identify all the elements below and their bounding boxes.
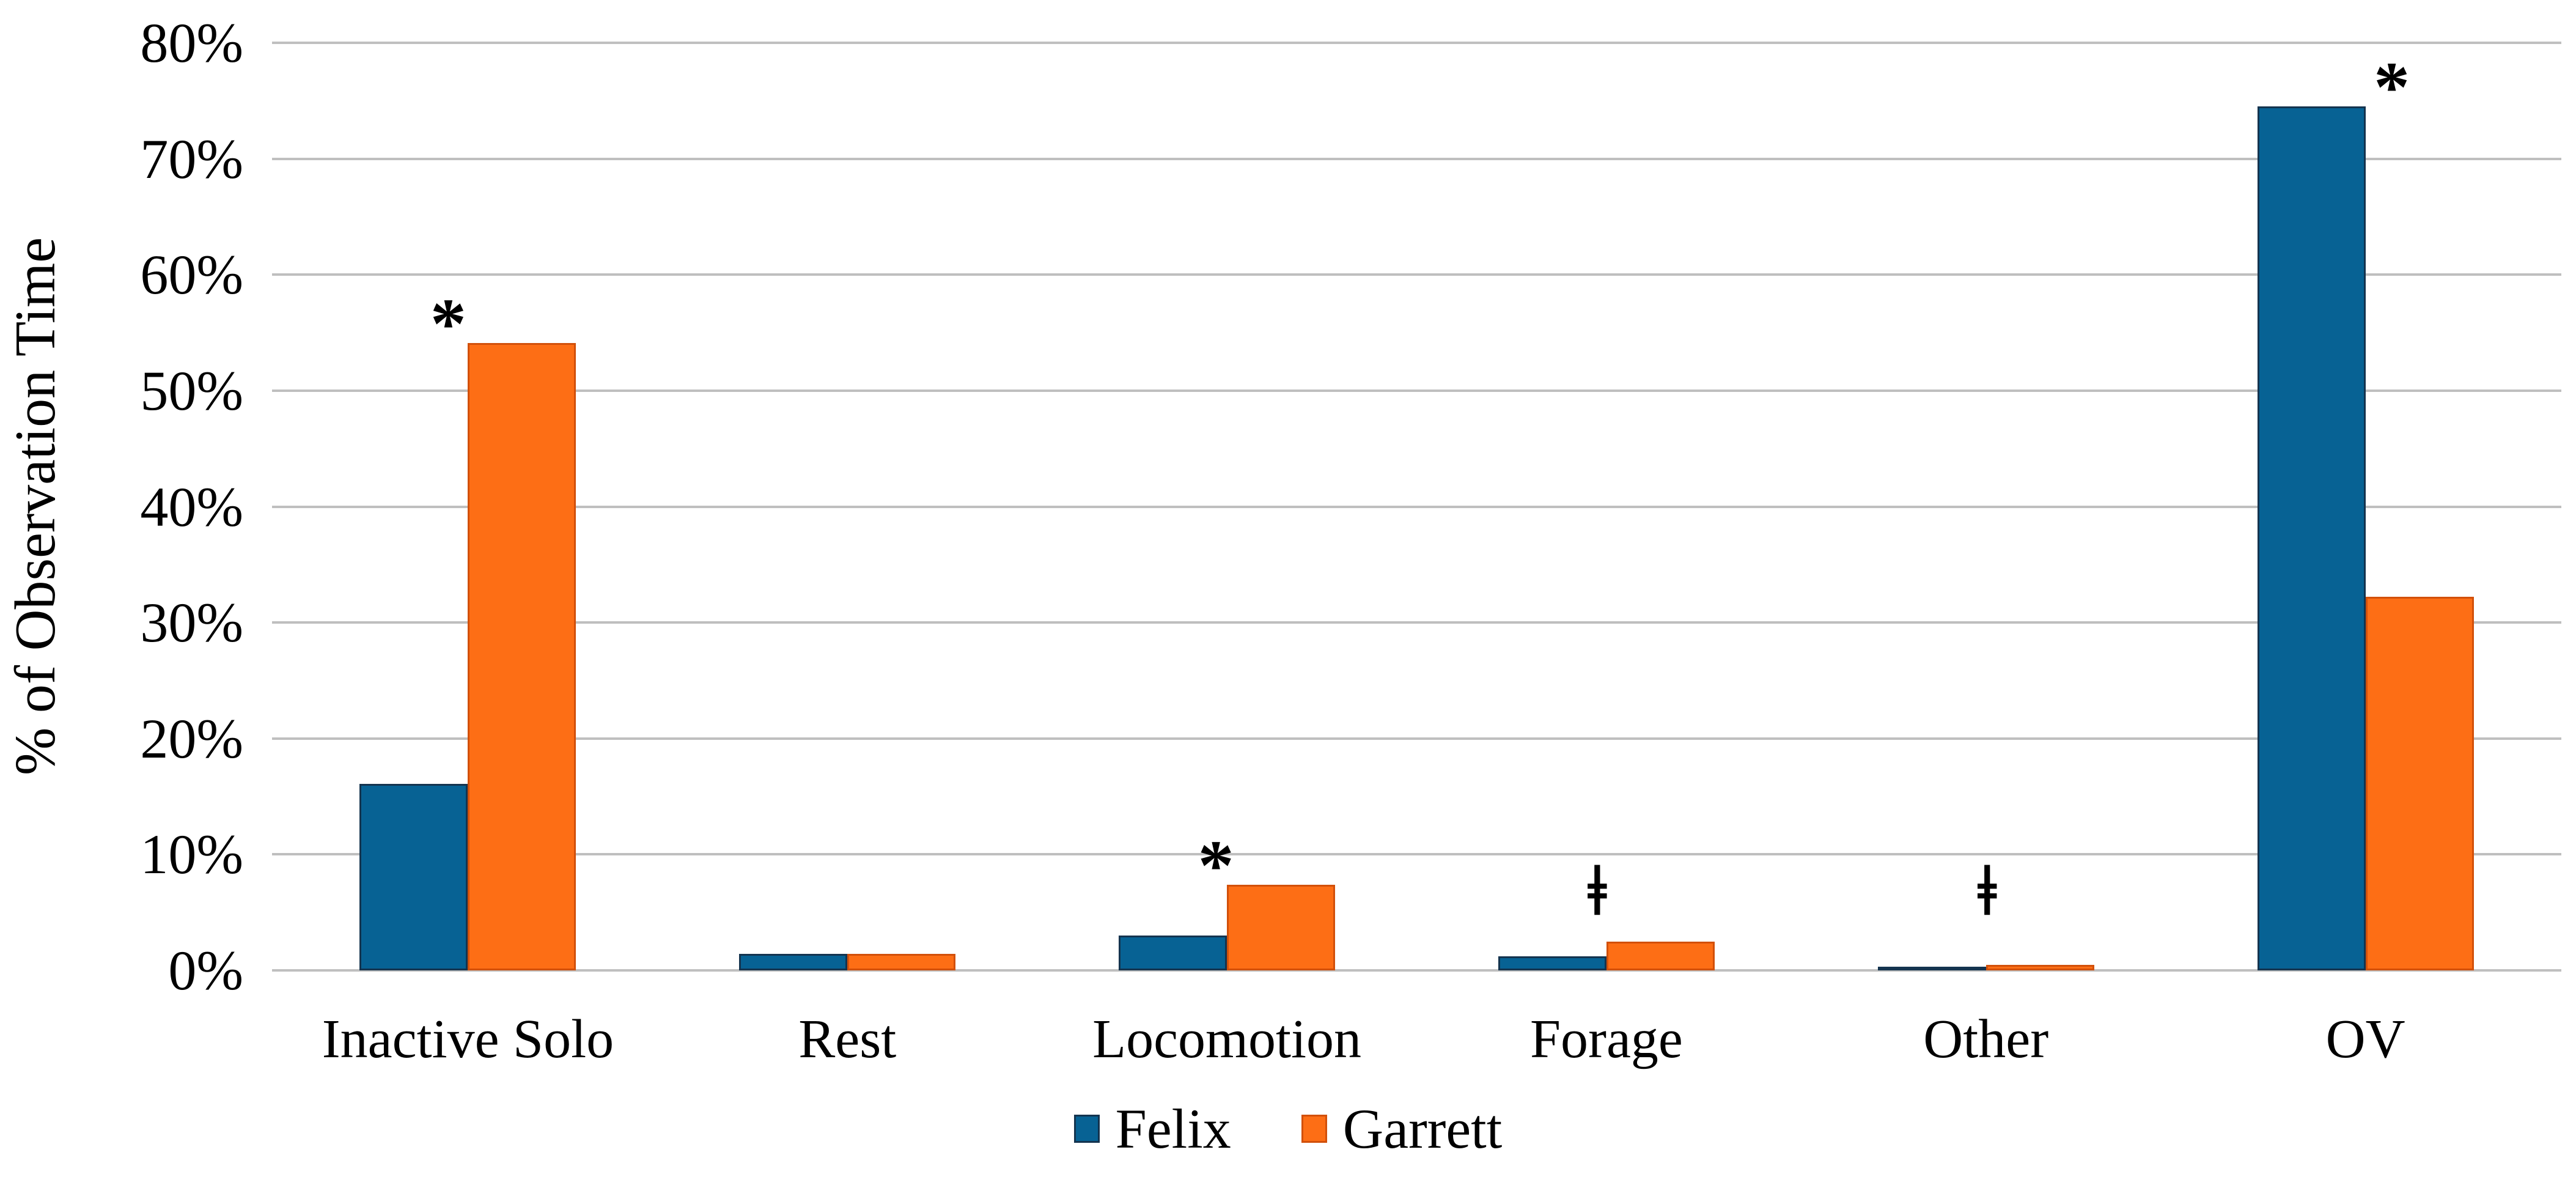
legend-item-garrett: Garrett — [1301, 1098, 1503, 1160]
gridline-30 — [272, 621, 2561, 624]
gridline-60 — [272, 273, 2561, 276]
annotation-locomotion: * — [1198, 825, 1234, 906]
gridline-20 — [272, 737, 2561, 740]
bar-garrett-rest — [847, 954, 956, 970]
bar-felix-rest — [739, 954, 848, 970]
legend-swatch-garrett — [1301, 1115, 1327, 1143]
y-tick-label-50: 50% — [140, 359, 243, 422]
gridline-70 — [272, 157, 2561, 160]
legend: Felix Garrett — [0, 1098, 2576, 1159]
y-tick-label-80: 80% — [140, 12, 243, 74]
y-tick-label-40: 40% — [140, 475, 243, 538]
x-category-label-forage: Forage — [1529, 1009, 1683, 1069]
bar-felix-other — [1877, 967, 1986, 971]
bar-felix-forage — [1498, 956, 1606, 970]
x-category-label-inactive-solo: Inactive Solo — [322, 1009, 614, 1069]
bar-garrett-locomotion — [1227, 884, 1336, 970]
x-category-label-ov: OV — [2325, 1009, 2405, 1069]
x-category-label-locomotion: Locomotion — [1092, 1009, 1362, 1069]
annotation-inactive-solo: * — [430, 284, 466, 364]
gridline-80 — [272, 42, 2561, 44]
x-category-label-other: Other — [1923, 1009, 2049, 1069]
legend-item-felix: Felix — [1073, 1098, 1231, 1160]
legend-label-garrett: Garrett — [1342, 1098, 1503, 1160]
bar-garrett-other — [1985, 964, 2094, 970]
y-tick-label-20: 20% — [140, 707, 243, 770]
gridline-10 — [272, 853, 2561, 856]
y-tick-label-70: 70% — [140, 127, 243, 190]
x-category-label-rest: Rest — [798, 1009, 897, 1069]
y-tick-label-30: 30% — [140, 591, 243, 654]
y-tick-label-10: 10% — [140, 823, 243, 886]
legend-label-felix: Felix — [1115, 1098, 1231, 1160]
bar-garrett-forage — [1606, 941, 1715, 970]
gridline-0 — [272, 969, 2561, 972]
bar-felix-ov — [2257, 106, 2366, 970]
gridline-50 — [272, 389, 2561, 392]
bar-felix-locomotion — [1119, 936, 1227, 970]
annotation-ov: * — [2374, 47, 2410, 128]
legend-swatch-felix — [1073, 1115, 1100, 1143]
bar-felix-inactive-solo — [359, 783, 468, 970]
annotation-forage: ǂ — [1587, 851, 1608, 931]
y-tick-label-0: 0% — [168, 939, 243, 1002]
annotation-other: ǂ — [1977, 851, 1998, 931]
y-tick-label-60: 60% — [140, 243, 243, 306]
gridline-40 — [272, 505, 2561, 508]
bar-garrett-inactive-solo — [468, 343, 576, 970]
bar-garrett-ov — [2365, 597, 2474, 970]
